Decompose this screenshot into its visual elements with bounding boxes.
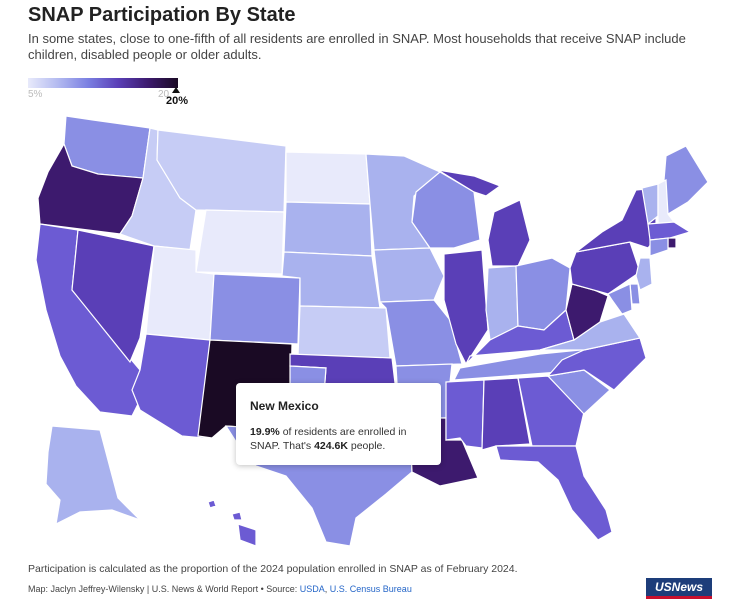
legend-marker-label: 20% xyxy=(166,95,189,107)
state-ga[interactable] xyxy=(517,375,585,447)
tooltip-state-name: New Mexico xyxy=(250,399,319,413)
tooltip-people: 424.6K xyxy=(314,440,348,452)
state-ma[interactable] xyxy=(647,221,692,241)
state-hi[interactable] xyxy=(207,499,257,547)
state-ms[interactable] xyxy=(445,379,485,449)
state-sd[interactable] xyxy=(283,201,373,257)
legend-gradient-bar xyxy=(28,78,178,88)
legend-min-label: 5% xyxy=(28,89,43,100)
credit-separator: , xyxy=(324,584,330,594)
state-al[interactable] xyxy=(481,377,531,451)
state-co[interactable] xyxy=(209,273,301,345)
footnote: Participation is calculated as the propo… xyxy=(28,563,518,575)
source-link-census[interactable]: U.S. Census Bureau xyxy=(329,584,412,594)
tooltip-text: of residents are enrolled in SNAP. That'… xyxy=(250,426,407,452)
state-fl[interactable] xyxy=(495,445,613,541)
state-nv[interactable] xyxy=(71,229,155,364)
state-ks[interactable] xyxy=(297,305,391,359)
usnews-logo[interactable]: USNews xyxy=(646,578,712,599)
credit-line: Map: Jaclyn Jeffrey-Wilensky | U.S. News… xyxy=(28,584,412,594)
color-legend: 5% 20 20% xyxy=(28,78,188,108)
state-ak[interactable] xyxy=(45,425,141,526)
state-az[interactable] xyxy=(131,333,211,439)
tooltip-text-end: people. xyxy=(347,440,386,452)
state-ri[interactable] xyxy=(667,237,677,249)
state-md[interactable] xyxy=(607,283,633,315)
us-state-map xyxy=(35,115,709,547)
legend-max-label: 20 xyxy=(158,89,170,100)
tooltip-body: 19.9% of residents are enrolled in SNAP.… xyxy=(250,425,432,453)
legend-marker-icon xyxy=(172,87,180,93)
state-tooltip: New Mexico 19.9% of residents are enroll… xyxy=(236,383,441,465)
credit-prefix: Map: Jaclyn Jeffrey-Wilensky | U.S. News… xyxy=(28,584,300,594)
state-ia[interactable] xyxy=(373,247,445,303)
state-me[interactable] xyxy=(663,145,709,215)
state-ct[interactable] xyxy=(649,237,669,257)
tooltip-rate: 19.9% xyxy=(250,426,280,438)
state-nj[interactable] xyxy=(635,257,653,291)
state-nd[interactable] xyxy=(285,151,371,205)
state-nh[interactable] xyxy=(657,179,676,225)
source-link-usda[interactable]: USDA xyxy=(299,584,325,594)
chart-title: SNAP Participation By State xyxy=(28,4,296,26)
chart-subtitle: In some states, close to one-fifth of al… xyxy=(28,31,686,62)
state-nc[interactable] xyxy=(546,337,647,391)
state-wy[interactable] xyxy=(195,209,285,275)
state-mt[interactable] xyxy=(156,129,287,213)
state-mo[interactable] xyxy=(378,299,463,367)
